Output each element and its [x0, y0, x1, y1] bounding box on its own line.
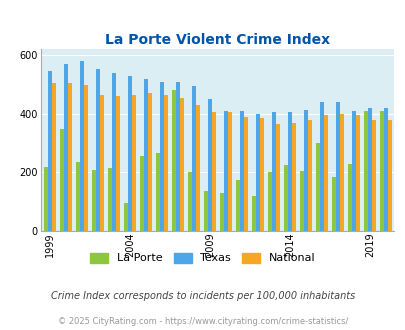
Bar	[367, 108, 371, 231]
Bar	[299, 171, 303, 231]
Bar	[271, 113, 275, 231]
Bar	[319, 102, 323, 231]
Bar	[188, 173, 192, 231]
Bar	[224, 111, 228, 231]
Bar	[211, 113, 215, 231]
Bar	[179, 98, 183, 231]
Bar	[84, 84, 88, 231]
Bar	[100, 95, 104, 231]
Bar	[128, 76, 132, 231]
Bar	[76, 162, 80, 231]
Bar	[252, 196, 255, 231]
Bar	[363, 111, 367, 231]
Bar	[355, 115, 359, 231]
Bar	[331, 177, 335, 231]
Bar	[132, 95, 136, 231]
Title: La Porte Violent Crime Index: La Porte Violent Crime Index	[104, 33, 329, 47]
Bar	[52, 83, 56, 231]
Bar	[379, 111, 383, 231]
Bar	[339, 114, 343, 231]
Bar	[259, 118, 263, 231]
Bar	[68, 83, 72, 231]
Bar	[243, 117, 247, 231]
Bar	[64, 64, 68, 231]
Bar	[156, 153, 160, 231]
Bar	[112, 73, 116, 231]
Bar	[291, 123, 295, 231]
Bar	[239, 111, 243, 231]
Bar	[275, 124, 279, 231]
Bar	[92, 170, 96, 231]
Bar	[96, 69, 100, 231]
Legend: La Porte, Texas, National: La Porte, Texas, National	[90, 253, 315, 263]
Bar	[323, 115, 327, 231]
Bar	[176, 82, 179, 231]
Bar	[371, 120, 375, 231]
Bar	[283, 165, 287, 231]
Bar	[347, 164, 351, 231]
Bar	[315, 143, 319, 231]
Bar	[351, 111, 355, 231]
Bar	[196, 105, 200, 231]
Bar	[204, 191, 207, 231]
Bar	[287, 113, 291, 231]
Text: © 2025 CityRating.com - https://www.cityrating.com/crime-statistics/: © 2025 CityRating.com - https://www.city…	[58, 317, 347, 326]
Bar	[307, 120, 311, 231]
Bar	[116, 96, 120, 231]
Bar	[255, 114, 259, 231]
Bar	[124, 203, 128, 231]
Bar	[303, 110, 307, 231]
Bar	[80, 61, 84, 231]
Bar	[48, 72, 52, 231]
Bar	[335, 102, 339, 231]
Bar	[192, 86, 196, 231]
Bar	[44, 167, 48, 231]
Bar	[235, 180, 239, 231]
Bar	[267, 173, 271, 231]
Bar	[164, 95, 168, 231]
Bar	[148, 93, 152, 231]
Bar	[108, 168, 112, 231]
Bar	[144, 79, 148, 231]
Bar	[228, 113, 231, 231]
Bar	[160, 82, 164, 231]
Bar	[172, 90, 176, 231]
Text: Crime Index corresponds to incidents per 100,000 inhabitants: Crime Index corresponds to incidents per…	[51, 291, 354, 301]
Bar	[140, 156, 144, 231]
Bar	[207, 99, 211, 231]
Bar	[387, 120, 391, 231]
Bar	[60, 129, 64, 231]
Bar	[220, 193, 224, 231]
Bar	[383, 108, 387, 231]
